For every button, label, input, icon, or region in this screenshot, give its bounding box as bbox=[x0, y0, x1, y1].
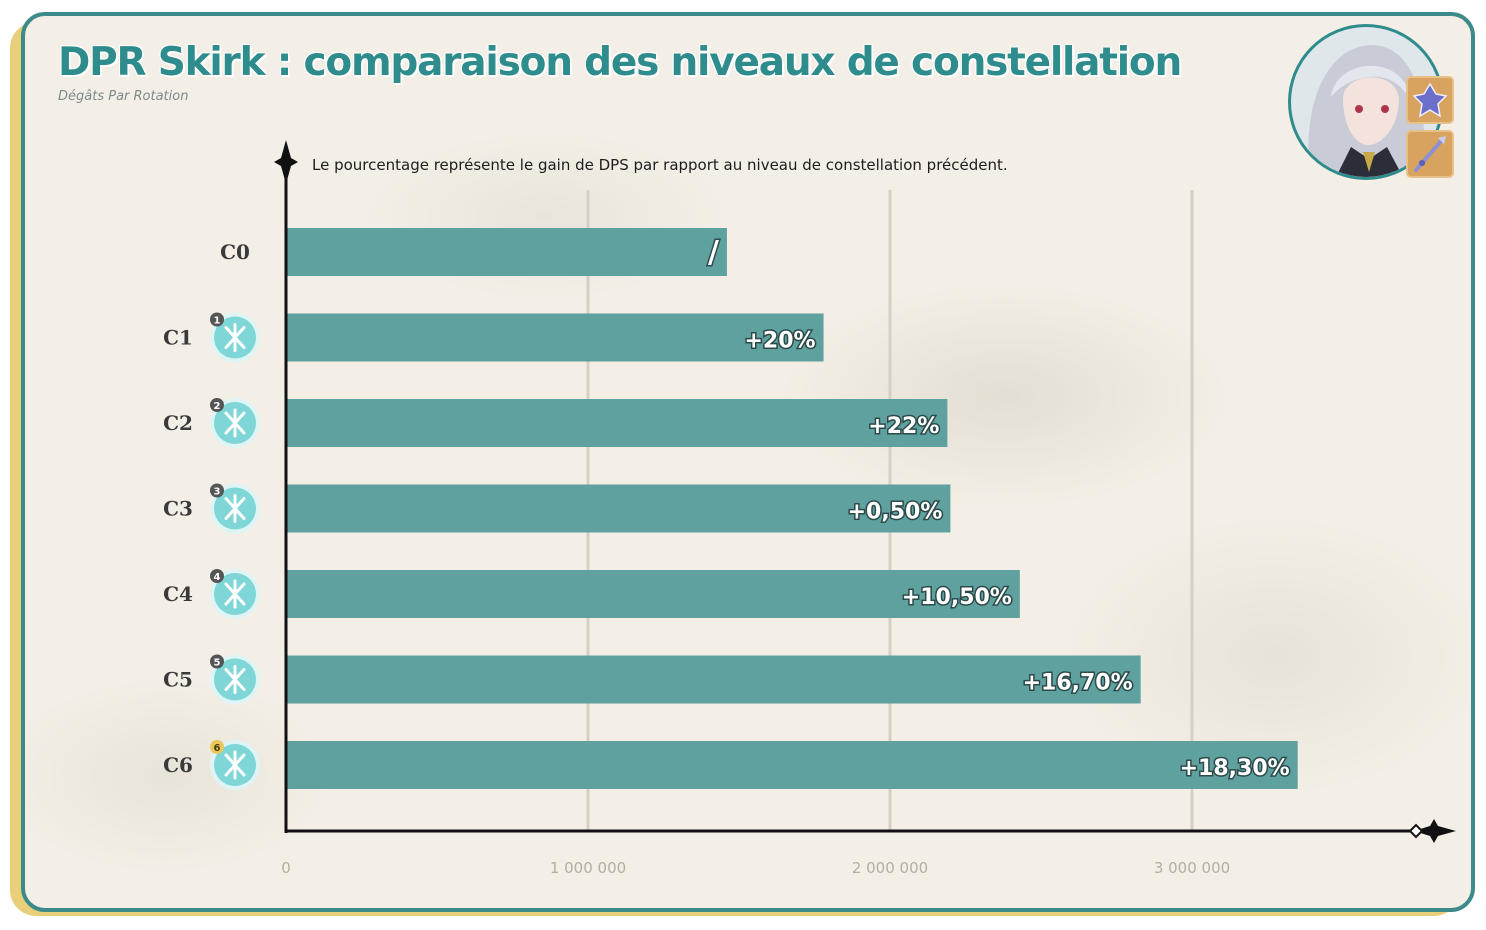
bar bbox=[286, 228, 727, 276]
icon-glyph bbox=[224, 494, 246, 523]
x-tick-label: 3 000 000 bbox=[1154, 859, 1230, 877]
icon-glyph bbox=[224, 579, 246, 609]
category-label: C4 bbox=[163, 582, 193, 606]
polearm-weapon-icon bbox=[1406, 130, 1454, 178]
category-label: C3 bbox=[163, 497, 193, 521]
x-tick-label: 1 000 000 bbox=[550, 859, 626, 877]
bar bbox=[286, 570, 1020, 618]
icon-glyph bbox=[224, 408, 246, 438]
chart-title: DPR Skirk : comparaison des niveaux de c… bbox=[58, 40, 1182, 85]
category-label: C5 bbox=[163, 668, 193, 692]
data-label: +0,50% bbox=[848, 500, 943, 525]
constellation-icon: 3 bbox=[210, 483, 260, 534]
character-portrait bbox=[1288, 24, 1460, 184]
icon-glyph bbox=[224, 323, 246, 352]
constellation-icon: 2 bbox=[210, 398, 260, 448]
icon-number: 5 bbox=[214, 658, 221, 669]
constellation-icon: 6 bbox=[210, 740, 260, 790]
data-label: / bbox=[708, 235, 719, 270]
icon-number-dot bbox=[210, 312, 224, 327]
chart-subtitle: Dégâts Par Rotation bbox=[58, 89, 189, 104]
constellation-icon: 1 bbox=[210, 312, 260, 363]
data-label: +20% bbox=[744, 329, 815, 354]
x-tick-label: 0 bbox=[281, 859, 291, 877]
data-label: +18,30% bbox=[1180, 756, 1290, 781]
icon-number-dot bbox=[210, 398, 224, 412]
skirk-portrait-icon bbox=[1288, 24, 1444, 180]
data-label: +16,70% bbox=[1023, 671, 1133, 696]
x-axis-star bbox=[1414, 819, 1456, 843]
bar bbox=[286, 399, 948, 447]
bar bbox=[286, 313, 824, 362]
data-label: +22% bbox=[868, 414, 939, 439]
icon-number: 4 bbox=[214, 572, 221, 583]
icon-number-dot bbox=[210, 654, 224, 669]
crystal-flower-icon bbox=[1406, 76, 1454, 124]
data-label: +10,50% bbox=[902, 585, 1012, 610]
bar bbox=[286, 655, 1141, 704]
chart-note: Le pourcentage représente le gain de DPS… bbox=[312, 156, 1008, 174]
icon-number: 1 bbox=[214, 316, 221, 327]
icon-number-dot bbox=[210, 569, 224, 583]
category-label: C0 bbox=[220, 240, 250, 264]
category-label: C1 bbox=[163, 326, 193, 350]
icon-number: 2 bbox=[214, 401, 221, 412]
constellation-icon: 5 bbox=[210, 654, 260, 705]
category-label: C6 bbox=[163, 753, 193, 777]
constellation-icon: 4 bbox=[210, 569, 260, 619]
bar bbox=[286, 741, 1298, 789]
icon-number-dot bbox=[210, 483, 224, 498]
y-axis-star bbox=[274, 140, 298, 184]
category-label: C2 bbox=[163, 411, 193, 435]
icon-number: 3 bbox=[214, 487, 221, 498]
icon-glyph bbox=[224, 750, 246, 780]
icon-number-dot bbox=[210, 740, 224, 754]
x-tick-label: 2 000 000 bbox=[852, 859, 928, 877]
icon-number: 6 bbox=[214, 743, 221, 754]
icon-glyph bbox=[224, 665, 246, 694]
bar bbox=[286, 484, 951, 533]
x-axis-diamond bbox=[1408, 823, 1424, 839]
